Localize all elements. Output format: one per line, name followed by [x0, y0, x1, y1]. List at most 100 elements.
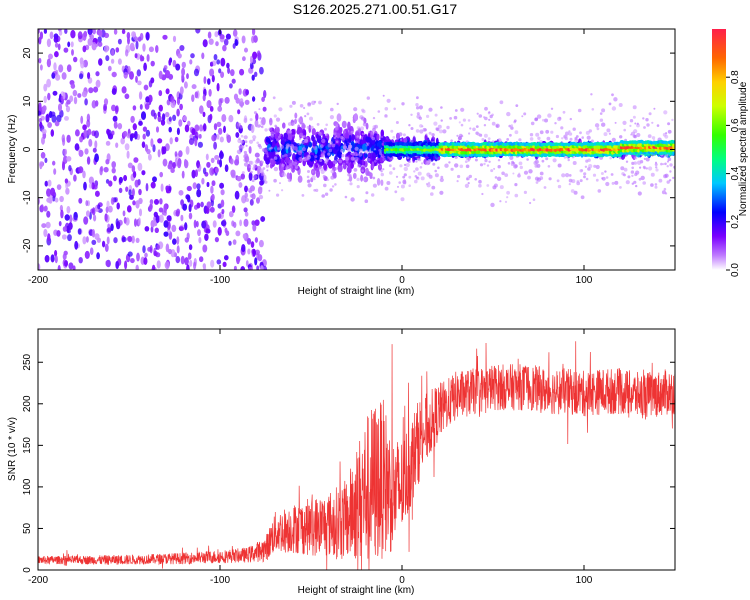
spectrogram-cell [593, 164, 597, 168]
spectrogram-cell [129, 42, 135, 50]
spectrogram-cell [138, 91, 143, 100]
spectrogram-cell [529, 133, 534, 137]
spectrogram-cell [464, 183, 469, 188]
spectrogram-cell [322, 150, 326, 154]
spectrogram-cell [215, 41, 219, 47]
spectrogram-cell [370, 131, 375, 135]
spectrogram-cell [238, 137, 241, 141]
spectrogram-cell [529, 201, 532, 205]
spectrogram-cell [169, 137, 173, 145]
spectrogram-cell [536, 177, 542, 182]
spectrogram-cell [304, 139, 309, 144]
spectrogram-cell [258, 145, 263, 149]
spectrogram-cell [341, 120, 347, 129]
spectrogram-cell [651, 121, 654, 124]
spectrogram-cell [188, 244, 193, 251]
spectrogram-cell [277, 147, 281, 151]
spectrogram-cell [75, 129, 80, 137]
spectrogram-cell [367, 131, 371, 134]
spectrogram-cell [63, 148, 68, 156]
spectrogram-cell [330, 169, 335, 174]
spectrogram-cell [50, 254, 55, 263]
spectrogram-cell [574, 136, 578, 140]
spectrogram-cell [168, 248, 172, 255]
spectrogram-cell [38, 102, 42, 111]
spectrogram-cell [403, 137, 408, 143]
spectrogram-cell [122, 210, 126, 217]
spectrogram-cell [243, 158, 248, 162]
spectrogram-cell [59, 195, 64, 203]
spectrogram-cell [211, 75, 215, 83]
spectrogram-cell [320, 144, 324, 148]
spectrogram-cell [273, 156, 278, 160]
spectrogram-cell [384, 186, 389, 191]
spectrogram-cell [417, 171, 422, 176]
spectrogram-cell [56, 184, 62, 191]
spectrogram-cell [595, 178, 599, 182]
spectrogram-cell [636, 160, 642, 165]
spectrogram-cell [348, 134, 352, 143]
spectrogram-cell [356, 135, 360, 138]
spectrogram-cell [193, 261, 197, 270]
spectrogram-cell [158, 207, 164, 213]
spectrogram-cell [395, 175, 399, 178]
spectrogram-cell [261, 96, 265, 102]
spectrogram-cell [53, 36, 59, 43]
spectrogram-cell [499, 200, 502, 203]
spectrogram-cell [366, 96, 370, 100]
spectrogram-cell [363, 176, 369, 183]
spectrogram-cell [504, 200, 508, 203]
spectrogram-cell [219, 159, 223, 168]
spectrogram-cell [509, 155, 514, 160]
spectrogram-cell [172, 238, 177, 245]
spectrogram-cell [543, 186, 547, 189]
spectrogram-cell [48, 53, 53, 60]
spectrogram-cell [488, 111, 491, 114]
spectrogram-cell [46, 210, 51, 218]
spectrogram-cell [95, 71, 100, 77]
spectrogram-cell [38, 161, 44, 168]
spectrogram-cell [610, 173, 614, 176]
spectrogram-cell [220, 199, 225, 208]
spectrogram-cell [495, 123, 500, 128]
spectrogram-cell [311, 100, 316, 106]
spectrogram-cell [227, 67, 231, 74]
spectrogram-cell [408, 175, 412, 179]
spectrogram-cell [236, 256, 240, 265]
spectrogram-cell [97, 36, 102, 43]
spectrogram-cell [386, 181, 391, 185]
spectrogram-cell [374, 124, 378, 129]
spectrogram-cell [115, 261, 119, 269]
spectrogram-cell [250, 55, 253, 64]
spectrogram-cell [658, 178, 663, 183]
spectrogram-cell [244, 140, 248, 144]
spectrogram-cell [132, 200, 136, 206]
spectrogram-cell [186, 73, 189, 80]
spectrogram-cell [268, 127, 273, 132]
spectrogram-cell [465, 164, 470, 169]
spectrogram-cell [327, 143, 332, 148]
spectrogram-cell [486, 184, 490, 187]
spectrogram-cell [323, 163, 327, 171]
spectrogram-cell [327, 152, 331, 156]
spectrogram-cell [569, 117, 572, 121]
spectrogram-cell [128, 189, 132, 196]
spectrogram-cell [175, 210, 180, 217]
spectrogram-cell [403, 163, 407, 167]
spectrogram-cell [141, 170, 146, 176]
spectrogram-cell [40, 204, 44, 213]
spectrogram-cell [239, 68, 245, 76]
spectrogram-cell [419, 129, 424, 134]
spectrogram-cell [117, 38, 122, 45]
spectrogram-cell [235, 97, 240, 104]
spectrogram-cell [73, 174, 77, 182]
spectrogram-cell [273, 114, 277, 118]
spectrogram-cell [344, 195, 348, 199]
spectrogram-cell [103, 32, 110, 39]
spectrogram-cell [148, 46, 154, 53]
spectrogram-cell [64, 214, 70, 221]
spectrogram-cell [163, 231, 169, 237]
spectrogram-cell [279, 182, 281, 185]
spectrogram-cell [398, 132, 403, 137]
spectrogram-cell [611, 137, 616, 142]
